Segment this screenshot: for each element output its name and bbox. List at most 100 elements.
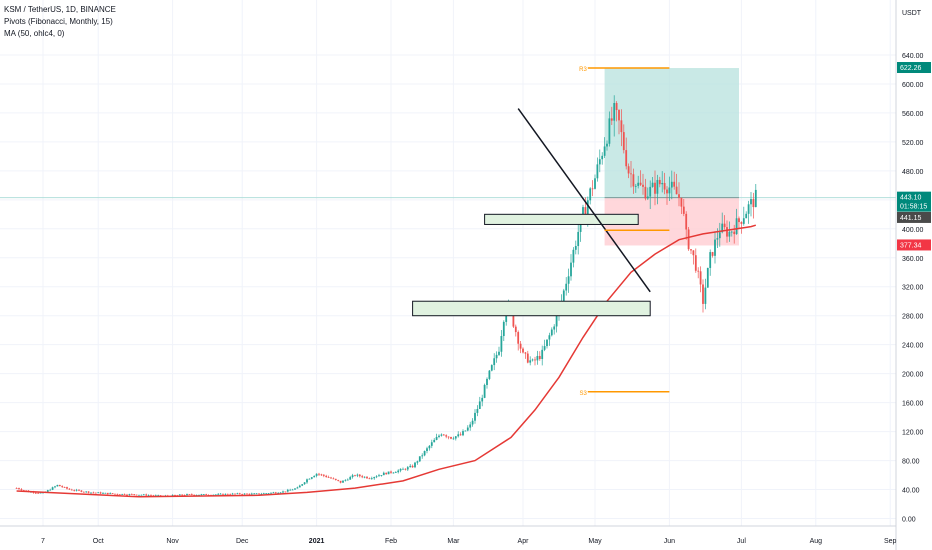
- candle-body: [361, 476, 364, 478]
- candle-body: [596, 164, 599, 179]
- candle-body: [330, 477, 332, 479]
- target-price-tag-bg: [897, 62, 931, 74]
- candle-body: [15, 488, 18, 489]
- candle-body: [469, 424, 472, 428]
- candle-body: [296, 487, 299, 489]
- candle-body: [632, 174, 635, 187]
- candle-body: [104, 492, 107, 494]
- candle-body: [94, 492, 97, 494]
- candle-body: [250, 493, 253, 495]
- candle-body: [428, 445, 431, 449]
- candle-body: [145, 494, 148, 496]
- price-axis[interactable]: 0.00 40.00 80.00 120.00 160.00 200.00 240.00 28…: [895, 0, 924, 550]
- candle-body: [260, 493, 263, 495]
- grid-lines: [0, 0, 896, 526]
- candle-body: [147, 495, 150, 496]
- time-tick-label: Apr: [518, 538, 530, 545]
- candle-body: [248, 493, 251, 495]
- candle-body: [699, 271, 702, 285]
- candle-body: [457, 434, 460, 437]
- candle-body: [661, 182, 664, 185]
- time-tick-label: Oct: [93, 538, 104, 545]
- candle-body: [176, 495, 179, 496]
- candle-body: [56, 484, 59, 487]
- candle-body: [438, 435, 440, 437]
- legend-symbol[interactable]: KSM / TetherUS, 1D, BINANCE: [4, 5, 116, 14]
- candle-body: [716, 238, 719, 240]
- candle-body: [543, 346, 546, 350]
- price-tick-label: 520.00: [902, 140, 924, 147]
- candle-body: [61, 486, 64, 488]
- candle-body: [85, 491, 88, 493]
- time-tick-label: Nov: [166, 538, 179, 545]
- candle-body: [392, 472, 395, 474]
- candle-body: [546, 339, 548, 347]
- candle-body: [267, 493, 270, 495]
- candle-body: [282, 491, 284, 493]
- candle-body: [123, 493, 126, 495]
- candle-body: [354, 475, 356, 477]
- time-axis[interactable]: 7 Oct Nov Dec 2021 Feb Mar Apr May Jun Jul Aug Sep: [0, 525, 897, 545]
- candle-body: [627, 166, 630, 174]
- candle-body: [186, 494, 188, 496]
- candle-body: [310, 477, 313, 479]
- candle-body: [18, 488, 20, 490]
- candle-body: [613, 103, 616, 121]
- candle-body: [498, 351, 500, 355]
- candle-body: [598, 159, 601, 165]
- candle-body: [22, 490, 25, 491]
- candle-body: [483, 384, 486, 398]
- candle-body: [692, 250, 695, 256]
- candle-body: [649, 186, 652, 197]
- candle-body: [222, 493, 224, 495]
- candle-body: [704, 287, 707, 304]
- position-zones: [0, 68, 896, 246]
- candle-body: [387, 471, 390, 475]
- candle-body: [80, 490, 83, 492]
- candle-body: [654, 182, 656, 194]
- candle-body: [740, 222, 743, 224]
- candle-body: [711, 252, 714, 256]
- candle-body: [82, 491, 85, 493]
- candle-body: [262, 493, 265, 495]
- candle-body: [620, 120, 623, 133]
- candle-body: [183, 495, 186, 496]
- candle-body: [694, 255, 697, 271]
- candle-body: [462, 431, 464, 436]
- candle-body: [526, 353, 529, 363]
- candle-body: [567, 276, 570, 284]
- candle-body: [622, 132, 625, 151]
- candle-body: [390, 471, 392, 473]
- candle-body: [255, 493, 258, 495]
- candle-body: [399, 468, 402, 471]
- candle-body: [34, 492, 37, 494]
- candle-body: [58, 484, 61, 487]
- candle-body: [332, 478, 335, 480]
- candle-body: [668, 187, 671, 194]
- candle-body: [517, 332, 520, 344]
- candle-body: [90, 492, 92, 494]
- candle-body: [574, 246, 577, 250]
- chart-legend: KSM / TetherUS, 1D, BINANCE Pivots (Fibo…: [4, 4, 116, 40]
- legend-ma[interactable]: MA (50, ohlc4, 0): [4, 29, 65, 38]
- legend-pivots[interactable]: Pivots (Fibonacci, Monthly, 15): [4, 17, 113, 26]
- candle-body: [306, 479, 308, 483]
- candle-body: [572, 249, 575, 263]
- price-tick-label: 280.00: [902, 314, 924, 321]
- candle-body: [258, 493, 260, 495]
- candle-body: [634, 185, 637, 187]
- candle-body: [570, 262, 572, 277]
- candle-body: [754, 189, 757, 208]
- candle-body: [644, 186, 647, 199]
- candle-body: [109, 493, 112, 494]
- price-tick-label: 320.00: [902, 285, 924, 292]
- candle-body: [238, 493, 241, 495]
- candle-body: [68, 488, 71, 490]
- time-tick-label: May: [588, 538, 602, 545]
- candle-body: [423, 451, 426, 456]
- candle-body: [178, 494, 181, 496]
- candle-body: [608, 118, 611, 144]
- candle-body: [656, 179, 659, 194]
- candle-body: [351, 475, 354, 478]
